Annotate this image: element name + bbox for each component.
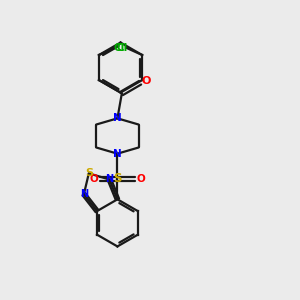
Text: Cl: Cl	[117, 43, 128, 53]
Text: O: O	[141, 76, 151, 86]
Text: Cl: Cl	[113, 43, 124, 53]
Text: N: N	[113, 149, 122, 159]
Text: O: O	[136, 174, 146, 184]
Text: N: N	[80, 189, 88, 199]
Text: N: N	[113, 113, 122, 123]
Text: S: S	[113, 172, 122, 185]
Text: O: O	[89, 174, 98, 184]
Text: S: S	[85, 168, 93, 178]
Text: N: N	[105, 175, 113, 184]
